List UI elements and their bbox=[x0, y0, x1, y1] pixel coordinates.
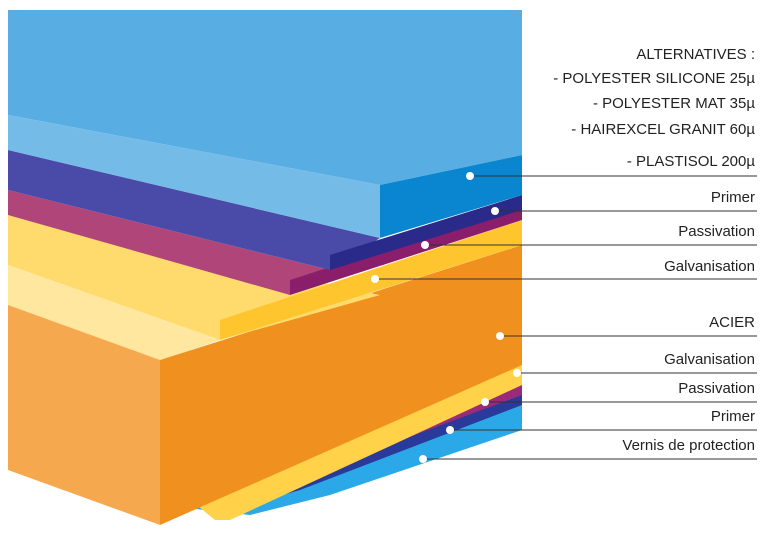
alternatives-title: ALTERNATIVES : bbox=[636, 46, 755, 63]
layer-label: Passivation bbox=[678, 223, 755, 240]
layer-label: Vernis de protection bbox=[622, 437, 755, 454]
layer-shapes bbox=[8, 10, 522, 525]
alternative-item: - PLASTISOL 200µ bbox=[627, 153, 756, 170]
alternative-item: - HAIREXCEL GRANIT 60µ bbox=[571, 121, 755, 138]
layer-label: ACIER bbox=[709, 314, 755, 331]
dots bbox=[371, 172, 521, 463]
layer-label: Galvanisation bbox=[664, 351, 755, 368]
layer-label: Passivation bbox=[678, 380, 755, 397]
layer-label: Primer bbox=[711, 408, 755, 425]
layer-label: Galvanisation bbox=[664, 258, 755, 275]
layer-label: Primer bbox=[711, 189, 755, 206]
leader-lines bbox=[375, 175, 757, 460]
alternative-item: - POLYESTER SILICONE 25µ bbox=[553, 70, 755, 87]
alternative-item: - POLYESTER MAT 35µ bbox=[593, 95, 755, 112]
